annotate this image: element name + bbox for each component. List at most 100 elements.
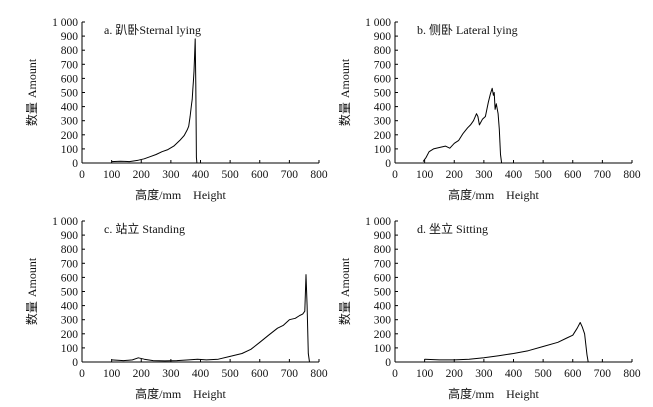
x-tick-label: 100 — [103, 169, 121, 181]
y-tick-label: 900 — [61, 31, 79, 43]
y-axis-label: 数量Amount — [24, 58, 39, 126]
x-tick-label: 800 — [623, 169, 641, 181]
panel-title: b. 侧卧 Lateral lying — [417, 23, 518, 37]
x-tick-label: 100 — [103, 368, 121, 380]
panel-title: a. 趴卧Sternal lying — [104, 23, 201, 37]
x-tick-label: 200 — [133, 169, 151, 181]
y-tick-label: 800 — [61, 45, 79, 57]
x-tick-label: 600 — [564, 368, 582, 380]
x-tick-label: 200 — [133, 368, 151, 380]
panel-4: 0 100 200 300 400 500 600 700 800 900 1 000 0 100 200… — [337, 216, 641, 401]
x-tick-label: 600 — [251, 368, 269, 380]
y-tick-label: 0 — [385, 158, 391, 170]
y-tick-label: 500 — [374, 287, 392, 299]
panel-1: 0 100 200 300 400 500 600 700 800 900 1 000 0 100 200… — [24, 17, 328, 202]
x-axis-label: 高度/mm Height — [448, 187, 539, 202]
x-axis-label: 高度/mm Height — [448, 386, 539, 401]
x-tick-label: 800 — [623, 368, 641, 380]
y-tick-label: 100 — [61, 144, 79, 156]
y-tick-label: 500 — [61, 287, 79, 299]
y-tick-label: 300 — [374, 315, 392, 327]
y-tick-label: 900 — [61, 230, 79, 242]
x-tick-label: 500 — [222, 368, 240, 380]
x-tick-label: 100 — [416, 169, 434, 181]
x-tick-label: 500 — [535, 169, 553, 181]
panel-title: c. 站立 Standing — [104, 221, 185, 236]
y-axis-label: 数量Amount — [337, 58, 352, 126]
x-tick-label: 0 — [79, 368, 85, 380]
panel-title: d. 坐立 Sitting — [417, 221, 488, 236]
x-tick-label: 300 — [162, 169, 180, 181]
x-tick-label: 800 — [310, 169, 328, 181]
y-tick-label: 0 — [385, 357, 391, 369]
y-tick-label: 600 — [374, 73, 392, 85]
y-tick-label: 1 000 — [365, 216, 391, 228]
y-tick-label: 700 — [374, 59, 392, 71]
x-tick-label: 500 — [222, 169, 240, 181]
y-tick-label: 1 000 — [365, 17, 391, 29]
series-line — [111, 274, 310, 363]
y-tick-label: 100 — [374, 343, 392, 355]
y-tick-label: 200 — [374, 130, 392, 142]
x-axis-label: 高度/mm Height — [135, 386, 226, 401]
x-tick-label: 300 — [475, 368, 493, 380]
panel-3: 0 100 200 300 400 500 600 700 800 900 1 000 0 100 200… — [24, 216, 328, 401]
series-line — [422, 87, 503, 164]
y-tick-label: 0 — [72, 357, 78, 369]
y-tick-label: 500 — [61, 88, 79, 100]
y-tick-label: 800 — [61, 244, 79, 256]
x-tick-label: 300 — [162, 368, 180, 380]
y-axis-label: 数量Amount — [24, 257, 39, 325]
y-tick-label: 1 000 — [52, 216, 78, 228]
x-tick-label: 600 — [564, 169, 582, 181]
y-tick-label: 200 — [61, 130, 79, 142]
x-axis-label: 高度/mm Height — [135, 187, 226, 202]
y-tick-label: 200 — [61, 329, 79, 341]
x-tick-label: 400 — [192, 169, 210, 181]
y-tick-label: 600 — [61, 272, 79, 284]
y-tick-label: 800 — [374, 244, 392, 256]
y-tick-label: 400 — [61, 102, 79, 114]
y-tick-label: 0 — [72, 158, 78, 170]
y-tick-label: 500 — [374, 88, 392, 100]
x-tick-label: 200 — [446, 169, 464, 181]
x-tick-label: 700 — [281, 368, 299, 380]
y-tick-label: 700 — [61, 59, 79, 71]
x-tick-label: 400 — [192, 368, 210, 380]
series-line — [111, 38, 198, 164]
y-tick-label: 100 — [61, 343, 79, 355]
x-tick-label: 400 — [505, 169, 523, 181]
y-tick-label: 300 — [61, 315, 79, 327]
x-tick-label: 800 — [310, 368, 328, 380]
x-tick-label: 700 — [594, 169, 612, 181]
y-tick-label: 300 — [61, 116, 79, 128]
x-tick-label: 0 — [392, 368, 398, 380]
y-tick-label: 400 — [374, 102, 392, 114]
x-tick-label: 0 — [392, 169, 398, 181]
y-tick-label: 100 — [374, 144, 392, 156]
y-tick-label: 600 — [61, 73, 79, 85]
series-line — [424, 322, 589, 363]
y-tick-label: 400 — [61, 301, 79, 313]
panel-2: 0 100 200 300 400 500 600 700 800 900 1 000 0 100 200… — [337, 17, 641, 202]
x-tick-label: 100 — [416, 368, 434, 380]
x-tick-label: 300 — [475, 169, 493, 181]
y-tick-label: 900 — [374, 31, 392, 43]
x-tick-label: 0 — [79, 169, 85, 181]
y-tick-label: 300 — [374, 116, 392, 128]
y-tick-label: 1 000 — [52, 17, 78, 29]
x-tick-label: 700 — [594, 368, 612, 380]
y-axis-label: 数量Amount — [337, 257, 352, 325]
x-tick-label: 600 — [251, 169, 269, 181]
y-tick-label: 400 — [374, 301, 392, 313]
x-tick-label: 400 — [505, 368, 523, 380]
x-tick-label: 700 — [281, 169, 299, 181]
y-tick-label: 200 — [374, 329, 392, 341]
x-tick-label: 500 — [535, 368, 553, 380]
y-tick-label: 700 — [61, 258, 79, 270]
x-tick-label: 200 — [446, 368, 464, 380]
y-tick-label: 900 — [374, 230, 392, 242]
y-tick-label: 700 — [374, 258, 392, 270]
y-tick-label: 600 — [374, 272, 392, 284]
